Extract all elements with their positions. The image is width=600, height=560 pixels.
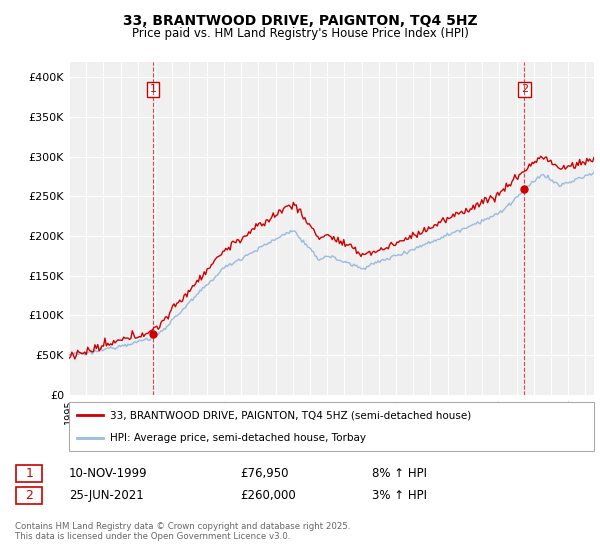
Text: 1: 1: [25, 466, 34, 480]
Text: 33, BRANTWOOD DRIVE, PAIGNTON, TQ4 5HZ: 33, BRANTWOOD DRIVE, PAIGNTON, TQ4 5HZ: [122, 14, 478, 28]
Text: 10-NOV-1999: 10-NOV-1999: [69, 466, 148, 480]
Text: £260,000: £260,000: [240, 489, 296, 502]
Text: 8% ↑ HPI: 8% ↑ HPI: [372, 466, 427, 480]
Text: 2: 2: [521, 85, 528, 95]
Text: 1: 1: [149, 85, 157, 95]
Text: Contains HM Land Registry data © Crown copyright and database right 2025.
This d: Contains HM Land Registry data © Crown c…: [15, 522, 350, 542]
Text: HPI: Average price, semi-detached house, Torbay: HPI: Average price, semi-detached house,…: [110, 433, 366, 444]
Text: 25-JUN-2021: 25-JUN-2021: [69, 489, 144, 502]
Text: 33, BRANTWOOD DRIVE, PAIGNTON, TQ4 5HZ (semi-detached house): 33, BRANTWOOD DRIVE, PAIGNTON, TQ4 5HZ (…: [110, 410, 471, 421]
Text: 2: 2: [25, 489, 34, 502]
Text: Price paid vs. HM Land Registry's House Price Index (HPI): Price paid vs. HM Land Registry's House …: [131, 27, 469, 40]
Text: £76,950: £76,950: [240, 466, 289, 480]
Text: 3% ↑ HPI: 3% ↑ HPI: [372, 489, 427, 502]
